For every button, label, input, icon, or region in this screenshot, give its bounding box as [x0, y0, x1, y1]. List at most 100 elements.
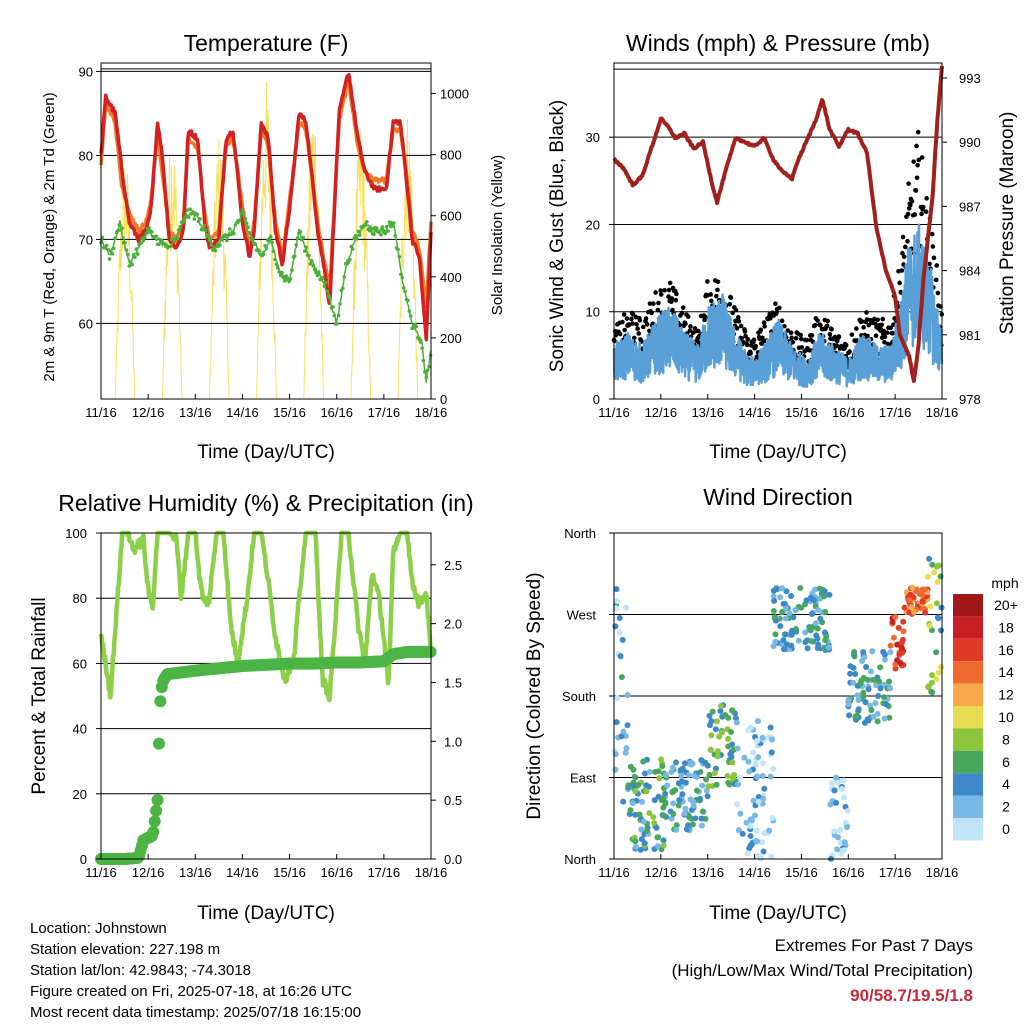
direction-point — [752, 761, 759, 768]
dewpoint-point — [226, 233, 231, 237]
gust-point — [715, 279, 721, 285]
dewpoint-point — [232, 231, 236, 236]
precipitation-point — [151, 794, 164, 807]
dewpoint-point — [150, 230, 154, 234]
direction-point — [890, 634, 897, 641]
direction-point — [792, 607, 799, 614]
dewpoint-point — [168, 244, 173, 249]
dewpoint-point — [264, 246, 269, 251]
pressure-y-tick-label: 987 — [959, 199, 981, 214]
gust-point — [624, 316, 630, 321]
gust-point — [620, 319, 625, 325]
direction-y-tick-label: North — [564, 852, 596, 867]
direction-x-tick-label: 14/16 — [738, 865, 771, 880]
dewpoint-point — [271, 249, 276, 253]
precipitation-point — [152, 737, 165, 750]
gust-point — [905, 211, 911, 217]
direction-point — [841, 839, 848, 846]
direction-point — [760, 760, 767, 767]
dewpoint-point — [332, 313, 337, 318]
gust-point — [630, 321, 635, 326]
direction-point — [704, 793, 711, 800]
gust-point — [919, 211, 924, 217]
direction-point — [651, 797, 658, 804]
direction-point — [906, 609, 913, 616]
direction-point — [839, 785, 846, 792]
direction-point — [635, 781, 642, 788]
gust-point — [728, 295, 734, 300]
direction-point — [767, 773, 774, 780]
direction-point — [673, 826, 680, 833]
gust-point — [779, 318, 785, 324]
direction-title: Wind Direction — [703, 484, 853, 510]
gust-point — [793, 335, 799, 341]
dewpoint-point — [206, 233, 211, 237]
winds-x-tick-label: 14/16 — [738, 405, 771, 420]
direction-point — [734, 745, 741, 752]
direction-point — [622, 733, 629, 740]
temperature-panel: Temperature (F) 11/16 12/16 13/16 14/16 15/1… — [41, 30, 506, 463]
winds-x-tick-label: 18/16 — [926, 405, 959, 420]
dewpoint-point — [246, 225, 250, 229]
dewpoint-point — [147, 226, 151, 230]
direction-point — [899, 649, 906, 656]
temperature-y-tick-label: 80 — [79, 148, 93, 163]
gust-point — [644, 322, 650, 327]
dewpoint-point — [277, 270, 282, 274]
direction-point — [670, 810, 677, 817]
direction-point — [935, 669, 942, 676]
gust-point — [687, 328, 693, 333]
direction-point — [725, 743, 732, 750]
direction-panel: Wind Direction 11/16 12/16 13/16 14/16 15/16… — [524, 484, 1019, 924]
humidity-panel: Relative Humidity (%) & Precipitation (i… — [29, 490, 474, 924]
direction-point — [706, 712, 713, 719]
direction-point — [872, 700, 879, 707]
direction-point — [681, 810, 688, 817]
gust-point — [666, 287, 672, 293]
direction-point — [831, 787, 838, 794]
direction-point — [664, 782, 671, 789]
dewpoint-point — [317, 270, 321, 274]
direction-point — [926, 622, 933, 629]
gust-point — [702, 314, 708, 320]
direction-point — [682, 805, 689, 812]
direction-point — [929, 561, 936, 568]
humidity-y-tick-label: 60 — [73, 656, 87, 671]
dewpoint-point — [253, 242, 257, 246]
humidity-x-tick-label: 14/16 — [226, 865, 259, 880]
direction-point — [934, 578, 941, 585]
winds-ylabel-left: Sonic Wind & Gust (Blue, Black) — [547, 100, 568, 372]
dewpoint-point — [281, 275, 286, 280]
gust-point — [847, 349, 852, 354]
dewpoint-point — [237, 218, 242, 223]
direction-point — [671, 787, 678, 794]
dewpoint-point — [192, 217, 197, 221]
direction-point — [814, 625, 821, 632]
gust-point — [679, 310, 685, 316]
dewpoint-point — [350, 247, 355, 251]
dewpoint-point — [298, 229, 303, 234]
direction-x-tick-label: 16/16 — [832, 865, 865, 880]
direction-point — [864, 676, 871, 683]
dewpoint-point — [213, 248, 218, 253]
direction-point — [618, 733, 625, 740]
direction-point — [713, 781, 720, 788]
solar-y-tick-label: 400 — [440, 270, 462, 285]
dewpoint-point — [117, 223, 122, 227]
direction-point — [865, 717, 872, 724]
gust-point — [715, 287, 720, 293]
direction-point — [698, 815, 705, 822]
dewpoint-point — [399, 272, 403, 277]
gust-point — [912, 212, 918, 217]
direction-point — [676, 797, 683, 804]
direction-point — [821, 588, 828, 595]
direction-point — [711, 770, 718, 777]
direction-y-tick-label: West — [567, 608, 597, 623]
dewpoint-point — [423, 370, 427, 374]
legend-label: 14 — [998, 664, 1014, 680]
dewpoint-point — [353, 233, 358, 238]
humidity-x-tick-label: 18/16 — [415, 865, 448, 880]
humidity-x-tick-label: 15/16 — [273, 865, 306, 880]
direction-point — [898, 639, 905, 646]
pressure-y-tick-label: 990 — [959, 135, 981, 150]
